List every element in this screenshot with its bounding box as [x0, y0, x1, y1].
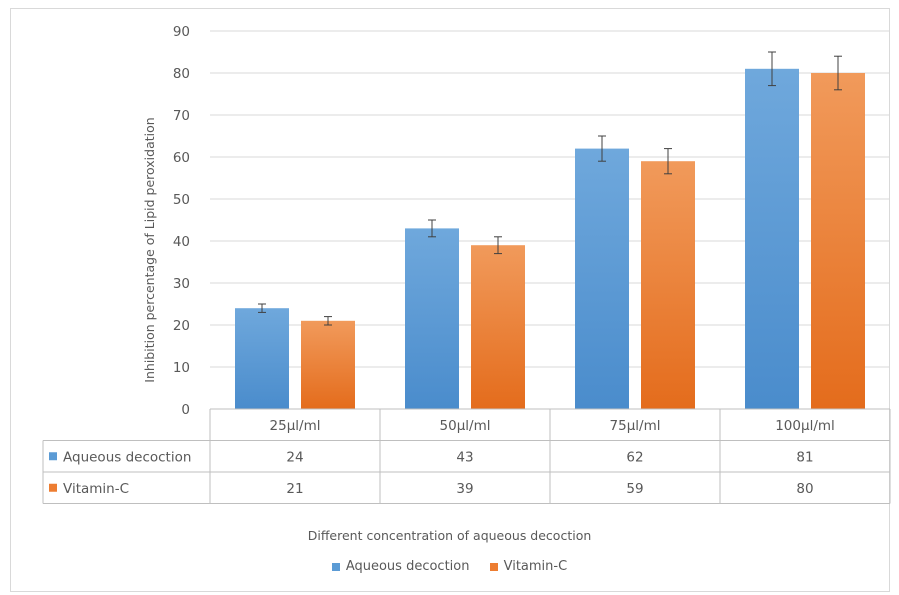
bar-aqueous-decoction-100-l-ml — [745, 68, 799, 410]
legend-item-vitamin-c: Vitamin-C — [489, 559, 568, 574]
bar-aqueous-decoction-50-l-ml — [405, 228, 459, 409]
data-label-aqueous-decoction-75-l-ml: 62 — [626, 449, 643, 465]
data-label-aqueous-decoction-100-l-ml: 81 — [796, 449, 813, 465]
category-label-75-l-ml: 75µl/ml — [610, 418, 661, 434]
y-tick-label-30: 30 — [173, 276, 190, 292]
legend: Aqueous decoction Vitamin-C — [0, 559, 899, 575]
y-tick-label-80: 80 — [173, 66, 190, 82]
data-label-vitamin-c-50-l-ml: 39 — [456, 481, 473, 497]
legend-label-vitamin-c: Vitamin-C — [503, 559, 568, 574]
legend-swatch-aqueous — [331, 562, 340, 571]
y-tick-label-90: 90 — [173, 24, 190, 40]
y-tick-label-70: 70 — [173, 108, 190, 124]
legend-item-aqueous: Aqueous decoction — [331, 559, 470, 574]
table-series-label-vitamin-c: Vitamin-C — [63, 481, 129, 497]
category-label-25-l-ml: 25µl/ml — [270, 418, 321, 434]
y-tick-label-20: 20 — [173, 318, 190, 334]
category-label-100-l-ml: 100µl/ml — [775, 418, 835, 434]
y-tick-label-40: 40 — [173, 234, 190, 250]
data-label-vitamin-c-100-l-ml: 80 — [796, 481, 813, 497]
x-axis-title: Different concentration of aqueous decoc… — [307, 528, 592, 543]
bar-vitamin-c-50-l-ml — [471, 245, 525, 409]
legend-label-aqueous: Aqueous decoction — [345, 559, 470, 574]
bar-vitamin-c-75-l-ml — [641, 161, 695, 409]
table-legend-key-aqueous-decoction — [49, 452, 57, 461]
bar-aqueous-decoction-25-l-ml — [235, 308, 289, 409]
bar-vitamin-c-25-l-ml — [301, 320, 355, 409]
bar-aqueous-decoction-75-l-ml — [575, 148, 629, 409]
y-tick-label-60: 60 — [173, 150, 190, 166]
y-tick-label-50: 50 — [173, 192, 190, 208]
category-label-50-l-ml: 50µl/ml — [440, 418, 491, 434]
y-tick-label-10: 10 — [173, 360, 190, 376]
y-tick-label-0: 0 — [181, 402, 190, 418]
data-label-vitamin-c-75-l-ml: 59 — [626, 481, 643, 497]
data-label-aqueous-decoction-25-l-ml: 24 — [286, 449, 303, 465]
table-legend-key-vitamin-c — [49, 483, 57, 492]
y-axis-title: Inhibition percentage of Lipid peroxidat… — [142, 117, 157, 382]
data-label-vitamin-c-25-l-ml: 21 — [286, 481, 303, 497]
legend-swatch-vitamin-c — [489, 562, 498, 571]
table-series-label-aqueous-decoction: Aqueous decoction — [63, 449, 191, 465]
data-label-aqueous-decoction-50-l-ml: 43 — [456, 449, 473, 465]
bar-vitamin-c-100-l-ml — [811, 73, 865, 409]
